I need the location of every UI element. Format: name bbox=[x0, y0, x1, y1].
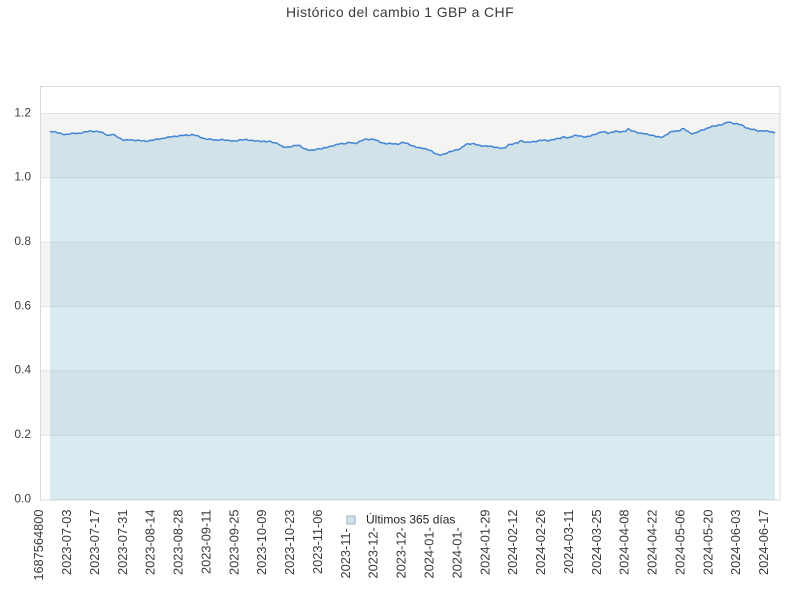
svg-text:2024-06-17: 2024-06-17 bbox=[756, 510, 771, 575]
svg-text:2023-11-06: 2023-11-06 bbox=[310, 510, 325, 575]
svg-text:2024-02-12: 2024-02-12 bbox=[505, 510, 520, 575]
svg-text:0.4: 0.4 bbox=[14, 363, 31, 377]
svg-text:2023-12-: 2023-12- bbox=[366, 527, 381, 578]
svg-text:2023-12-: 2023-12- bbox=[394, 527, 409, 578]
svg-text:2024-01-: 2024-01- bbox=[449, 527, 464, 578]
svg-text:2024-06-03: 2024-06-03 bbox=[728, 510, 743, 575]
svg-text:0.8: 0.8 bbox=[14, 234, 31, 248]
svg-text:2023-08-14: 2023-08-14 bbox=[143, 510, 158, 575]
svg-text:1.0: 1.0 bbox=[14, 170, 31, 184]
svg-text:2024-03-25: 2024-03-25 bbox=[589, 510, 604, 575]
svg-text:2024-01-: 2024-01- bbox=[422, 527, 437, 578]
svg-text:1687564800: 1687564800 bbox=[31, 510, 46, 581]
svg-text:1.2: 1.2 bbox=[14, 105, 31, 119]
svg-text:2023-10-23: 2023-10-23 bbox=[282, 510, 297, 575]
svg-text:2024-04-08: 2024-04-08 bbox=[617, 510, 632, 575]
svg-text:Histórico del cambio 1 GBP a C: Histórico del cambio 1 GBP a CHF bbox=[286, 4, 514, 20]
svg-text:2023-09-11: 2023-09-11 bbox=[198, 510, 213, 575]
svg-text:0.6: 0.6 bbox=[14, 298, 31, 312]
svg-text:2023-11-: 2023-11- bbox=[338, 528, 353, 578]
svg-text:2024-03-11: 2024-03-11 bbox=[561, 510, 576, 575]
svg-text:0.0: 0.0 bbox=[14, 491, 31, 505]
svg-text:2024-05-20: 2024-05-20 bbox=[700, 510, 715, 575]
svg-text:2023-08-28: 2023-08-28 bbox=[171, 510, 186, 575]
svg-text:2023-07-03: 2023-07-03 bbox=[59, 510, 74, 575]
svg-text:2024-02-26: 2024-02-26 bbox=[533, 510, 548, 575]
svg-text:2024-04-22: 2024-04-22 bbox=[645, 510, 660, 575]
svg-text:0.2: 0.2 bbox=[14, 427, 31, 441]
svg-text:2024-01-29: 2024-01-29 bbox=[477, 510, 492, 575]
svg-text:2023-09-25: 2023-09-25 bbox=[226, 510, 241, 575]
svg-text:2023-07-31: 2023-07-31 bbox=[115, 510, 130, 575]
svg-text:Últimos 365 días: Últimos 365 días bbox=[366, 512, 455, 527]
svg-text:2024-05-06: 2024-05-06 bbox=[673, 510, 688, 575]
svg-text:2023-10-09: 2023-10-09 bbox=[254, 510, 269, 575]
svg-text:2023-07-17: 2023-07-17 bbox=[87, 510, 102, 575]
